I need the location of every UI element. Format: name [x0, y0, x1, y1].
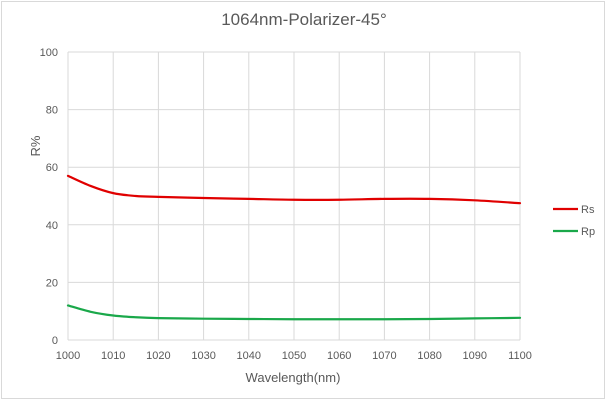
y-axis-label: R%: [28, 135, 43, 156]
y-tick-label: 40: [46, 220, 58, 232]
x-axis-label: Wavelength(nm): [246, 370, 341, 385]
y-tick-label: 20: [46, 277, 58, 289]
x-tick-label: 1040: [237, 350, 261, 362]
x-tick-label: 1000: [56, 350, 80, 362]
x-tick-label: 1050: [282, 350, 306, 362]
gridlines: [67, 51, 521, 341]
y-axis-ticks: 0 20 40 60 80 100: [40, 47, 58, 347]
series-line-rs: [66, 174, 522, 205]
legend: Rs Rp: [553, 204, 595, 238]
y-tick-label: 0: [52, 335, 58, 347]
legend-item-rp: Rp: [553, 226, 595, 238]
legend-label: Rp: [581, 226, 595, 238]
x-tick-label: 1100: [508, 350, 532, 362]
legend-item-rs: Rs: [553, 204, 595, 216]
y-tick-label: 100: [40, 47, 58, 59]
x-tick-label: 1070: [372, 350, 396, 362]
x-tick-label: 1010: [101, 350, 125, 362]
x-tick-label: 1020: [146, 350, 170, 362]
x-tick-label: 1090: [463, 350, 487, 362]
series-line-rp: [66, 304, 522, 321]
x-tick-label: 1080: [417, 350, 441, 362]
chart-title: 1064nm-Polarizer-45°: [221, 10, 387, 29]
x-tick-label: 1030: [191, 350, 215, 362]
data-series: [66, 174, 522, 321]
y-tick-label: 80: [46, 105, 58, 117]
x-tick-label: 1060: [327, 350, 351, 362]
legend-label: Rs: [581, 204, 595, 216]
x-axis-ticks: 1000 1010 1020 1030 1040 1050 1060 1070 1080 1090…: [56, 350, 532, 362]
y-tick-label: 60: [46, 162, 58, 174]
